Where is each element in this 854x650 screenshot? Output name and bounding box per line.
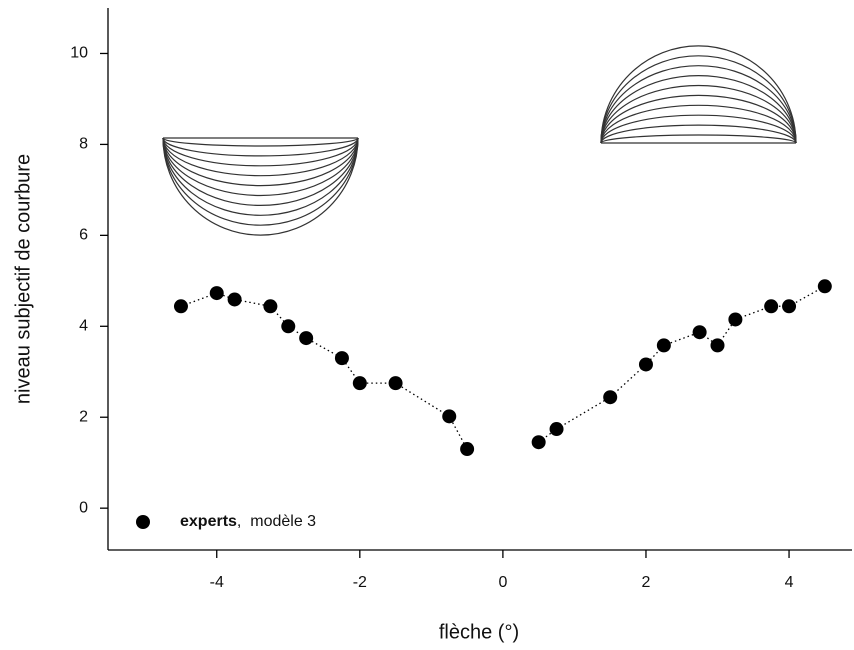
bowl-arc [162,137,359,197]
data-point [227,292,242,307]
data-point [281,319,296,334]
data-point [638,357,653,372]
data-point [656,338,671,353]
bowl-arc [162,137,359,187]
dome-arc [600,84,797,144]
data-point [442,409,457,424]
dome-arc [600,134,797,144]
data-point [352,376,367,391]
dome-arc [600,45,797,144]
dome-arc [600,124,797,144]
data-point [710,338,725,353]
x-tick-label: 4 [785,574,794,591]
x-axis-title: flèche (°) [439,621,519,643]
data-point [782,299,797,314]
data-point [549,422,564,437]
data-point [388,376,403,391]
data-point [334,351,349,366]
bowl-arc [162,137,359,167]
data-point [764,299,779,314]
dome-arc [600,65,797,144]
y-axis-title: niveau subjectif de courbure [12,154,34,404]
bowl-arc [162,137,359,157]
x-tick-label: -2 [353,574,367,591]
data-point [817,279,832,294]
bowl-arc [162,137,359,206]
legend-label: experts, modèle 3 [180,513,316,530]
data-point [263,299,278,314]
legend-suffix: , modèle 3 [237,513,316,530]
series-line [180,285,826,450]
data-point [692,325,707,340]
y-tick-label: 10 [70,45,88,62]
bowl-arc [162,137,359,177]
dome-arc [600,114,797,144]
dome-arc [600,55,797,144]
bowl-arc [162,137,359,216]
bowl-arc [162,137,359,236]
legend-marker [136,515,150,529]
dome-arc [600,104,797,144]
data-point [728,312,743,327]
y-tick-label: 6 [79,227,88,244]
bowl-arc [162,137,359,226]
x-tick-label: 2 [642,574,651,591]
data-point [173,299,188,314]
x-tick-label: -4 [210,574,224,591]
legend-series-name: experts [180,513,237,530]
data-point [603,390,618,405]
x-tick-label: 0 [498,574,507,591]
data-point [531,435,546,450]
y-tick-label: 4 [79,318,88,335]
dome-arc [600,94,797,144]
bowl-arc [162,137,359,147]
data-point [299,331,314,346]
curvature-illustrations [162,45,797,236]
y-tick-label: 8 [79,136,88,153]
dome-arc [600,75,797,144]
data-point [460,442,475,457]
y-tick-label: 2 [79,408,88,425]
data-point [209,286,224,301]
y-tick-label: 0 [79,499,88,516]
